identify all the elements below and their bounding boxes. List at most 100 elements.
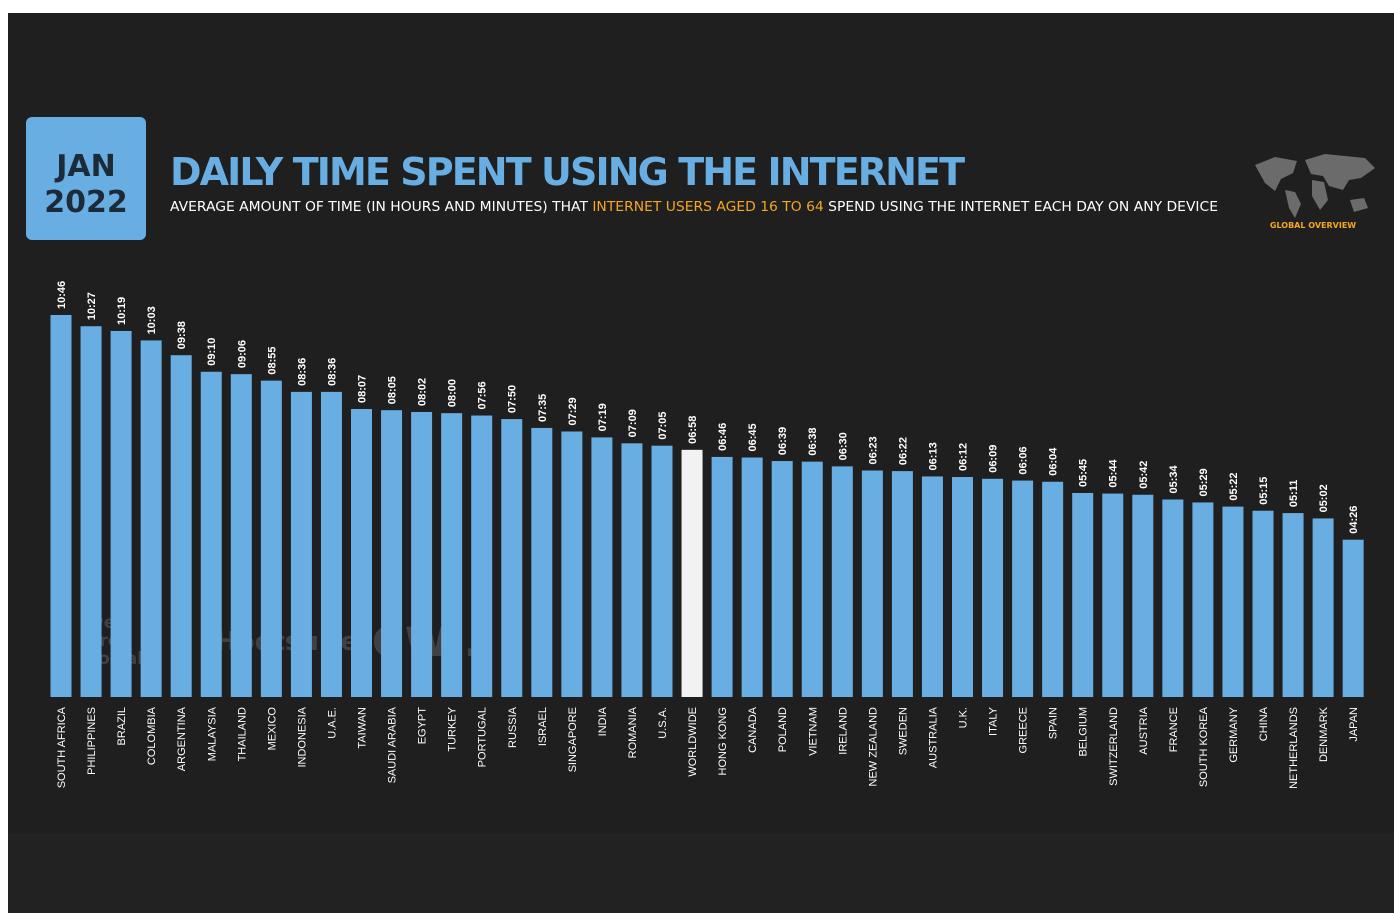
value-label: 07:50 [507,385,519,413]
x-tick-label: PORTUGAL [477,707,489,767]
x-tick-label: SOUTH AFRICA [56,706,68,788]
value-label: 07:09 [627,409,639,437]
value-label: 04:26 [1348,506,1360,534]
x-tick-label: U.A.E. [326,707,338,739]
x-tick-label: FRANCE [1168,707,1180,752]
value-label: 07:19 [597,403,609,431]
value-label: 09:38 [176,321,188,349]
x-tick-label: SAUDI ARABIA [387,706,399,783]
value-label: 06:13 [927,442,939,470]
bar [621,443,643,697]
x-tick-label: JAPAN [1348,707,1360,742]
x-tick-label: BELGIUM [1078,707,1090,757]
value-label: 05:15 [1258,477,1270,505]
bar [50,315,72,697]
bar [1312,518,1334,697]
bar [411,411,433,697]
x-tick-label: SINGAPORE [567,707,579,772]
value-label: 06:22 [897,437,909,465]
bar [230,374,252,697]
bar [921,476,943,697]
bar [861,470,883,697]
bar [351,409,372,697]
bar [110,330,132,697]
value-label: 08:00 [447,379,459,407]
x-tick-label: SPAIN [1048,707,1060,739]
x-tick-label: CHINA [1258,706,1270,741]
value-label: 07:56 [477,381,489,409]
bar [140,340,162,697]
bar [1042,481,1064,697]
value-label: 08:36 [296,358,308,386]
bar [170,355,192,697]
bar [1132,494,1154,697]
bar [952,477,973,697]
value-label: 06:39 [777,427,789,455]
x-tick-label: SWEDEN [897,707,909,755]
x-tick-label: U.S.A. [657,707,669,739]
x-tick-label: SWITZERLAND [1108,707,1120,786]
value-label: 09:06 [236,340,248,368]
bar [711,456,733,697]
x-tick-label: COLOMBIA [146,706,158,765]
value-label: 06:09 [988,445,1000,473]
bar [801,461,823,697]
x-tick-label: SOUTH KOREA [1198,706,1210,787]
bar [1162,499,1184,697]
bar [441,413,463,697]
bar [320,391,342,697]
value-label: 07:05 [657,412,669,440]
x-tick-label: RUSSIA [507,706,519,748]
x-tick-label: THAILAND [236,707,248,761]
bar [561,431,583,697]
value-label: 06:12 [958,443,970,471]
x-tick-label: POLAND [777,707,789,752]
x-tick-label: MEXICO [266,707,278,751]
value-label: 05:45 [1078,459,1090,487]
bar [80,326,102,697]
date-box [26,117,146,240]
month: JAN [54,149,116,184]
bar [501,419,523,697]
x-tick-label: BRAZIL [116,707,128,746]
x-tick-label: MALAYSIA [206,706,218,761]
bar [1192,502,1214,697]
bar [591,437,613,697]
x-tick-label: AUSTRIA [1138,706,1150,754]
bar [200,371,222,697]
bar [1072,492,1094,697]
x-tick-label: INDIA [597,706,609,736]
value-label: 08:02 [417,378,429,406]
subtitle-highlight: INTERNET USERS AGED 16 TO 64 [592,200,823,215]
x-tick-label: VIETNAM [807,707,819,756]
value-label: 08:07 [357,375,369,403]
value-label: 05:11 [1288,480,1300,508]
x-tick-label: WORLDWIDE [687,707,699,777]
value-label: 05:22 [1228,472,1240,500]
bar [290,391,312,697]
value-label: 05:44 [1108,459,1120,488]
bar [471,415,493,697]
x-tick-label: NETHERLANDS [1288,707,1300,789]
value-label: 06:30 [837,432,849,460]
value-label: 06:46 [717,423,729,451]
bar [531,427,553,697]
bar [741,457,763,697]
value-label: 08:05 [387,376,399,404]
x-tick-label: TAIWAN [357,707,369,749]
x-tick-label: HONG KONG [717,707,729,775]
value-label: 10:19 [116,297,128,325]
value-label: 06:23 [867,436,879,464]
subtitle-part: SPEND USING THE INTERNET EACH DAY ON ANY… [824,200,1218,215]
x-tick-label: IRELAND [837,707,849,755]
value-label: 05:42 [1138,461,1150,489]
value-label: 06:38 [807,428,819,456]
bar [260,380,282,697]
bar [1252,510,1274,697]
value-label: 08:55 [266,346,278,374]
bar [1282,513,1304,697]
x-tick-label: INDONESIA [296,706,308,767]
bar [381,410,403,697]
value-label: 08:36 [326,358,338,386]
